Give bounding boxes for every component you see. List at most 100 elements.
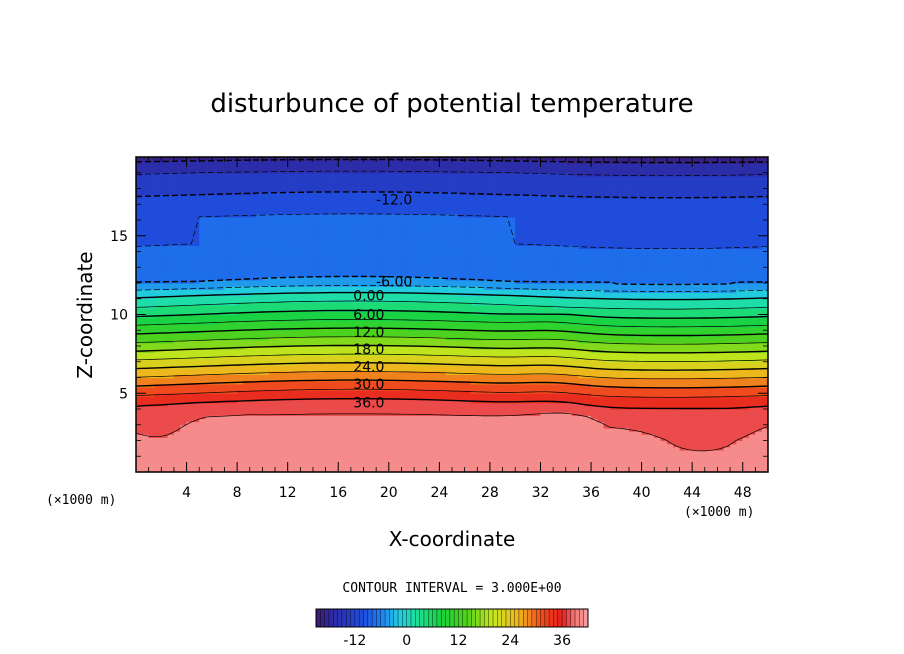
field-cell — [237, 424, 245, 429]
field-cell — [268, 383, 276, 388]
field-cell — [148, 453, 156, 457]
field-cell — [275, 226, 282, 231]
field-cell — [218, 204, 226, 208]
field-cell — [218, 323, 226, 328]
field-cell — [306, 393, 314, 397]
field-cell — [287, 163, 295, 168]
field-cell — [306, 440, 314, 445]
field-cell — [287, 283, 295, 287]
field-cell — [218, 412, 226, 416]
field-cell — [192, 160, 200, 164]
field-cell — [142, 229, 150, 234]
field-cell — [243, 449, 251, 454]
field-cell — [142, 330, 150, 334]
field-cell — [268, 424, 276, 429]
field-cell — [256, 330, 263, 334]
field-cell — [211, 352, 219, 357]
field-cell — [161, 342, 169, 347]
field-cell — [249, 179, 257, 183]
field-cell — [300, 182, 308, 186]
field-cell — [186, 204, 194, 208]
field-cell — [173, 270, 181, 275]
field-cell — [237, 254, 245, 259]
field-cell — [199, 453, 207, 457]
field-cell — [167, 286, 175, 290]
field-cell — [319, 323, 327, 328]
field-cell — [256, 185, 263, 190]
field-cell — [148, 229, 156, 234]
field-cell — [287, 204, 295, 208]
field-cell — [312, 383, 320, 388]
field-cell — [319, 440, 327, 445]
field-cell — [275, 358, 282, 363]
field-cell — [256, 409, 263, 413]
field-cell — [306, 254, 314, 259]
field-cell — [218, 169, 226, 174]
field-cell — [256, 273, 263, 278]
field-cell — [161, 449, 169, 454]
field-cell — [199, 380, 207, 385]
field-cell — [224, 251, 232, 256]
field-cell — [199, 185, 207, 190]
field-cell — [173, 446, 181, 451]
field-cell — [211, 289, 219, 294]
field-cell — [199, 323, 207, 328]
field-cell — [294, 251, 301, 256]
field-cell — [218, 194, 226, 199]
field-cell — [148, 270, 156, 275]
field-cell — [294, 364, 301, 369]
field-cell — [319, 305, 327, 309]
field-cell — [249, 273, 257, 278]
field-cell — [142, 197, 150, 202]
field-cell — [300, 468, 308, 472]
field-cell — [230, 260, 238, 265]
field-cell — [192, 462, 200, 467]
field-cell — [199, 399, 207, 404]
field-cell — [192, 179, 200, 183]
field-cell — [275, 355, 282, 360]
field-cell — [136, 213, 143, 218]
field-cell — [249, 383, 257, 388]
field-cell — [306, 232, 314, 237]
field-cell — [148, 301, 156, 306]
field-cell — [237, 188, 245, 193]
field-cell — [287, 292, 295, 297]
field-cell — [148, 437, 156, 442]
field-cell — [186, 251, 194, 256]
field-cell — [211, 342, 219, 347]
field-cell — [199, 166, 207, 171]
field-cell — [136, 339, 143, 344]
field-cell — [312, 349, 320, 353]
field-cell — [230, 163, 238, 168]
field-cell — [224, 320, 232, 325]
field-cell — [154, 462, 162, 467]
field-cell — [173, 264, 181, 268]
field-cell — [300, 216, 308, 221]
field-cell — [161, 396, 169, 401]
field-cell — [192, 390, 200, 394]
field-cell — [199, 254, 207, 259]
field-cell — [173, 468, 181, 472]
field-cell — [306, 179, 314, 183]
field-cell — [161, 386, 169, 391]
field-cell — [192, 465, 200, 470]
field-cell — [154, 368, 162, 372]
field-cell — [180, 314, 188, 319]
field-cell — [243, 260, 251, 265]
field-cell — [167, 314, 175, 319]
field-cell — [142, 317, 150, 322]
field-cell — [142, 421, 150, 426]
field-cell — [192, 412, 200, 416]
field-cell — [243, 172, 251, 177]
field-cell — [161, 185, 169, 190]
field-cell — [224, 182, 232, 186]
field-cell — [281, 468, 289, 472]
field-cell — [224, 358, 232, 363]
field-cell — [262, 220, 270, 224]
field-cell — [173, 462, 181, 467]
field-cell — [268, 229, 276, 234]
field-cell — [268, 330, 276, 334]
field-cell — [230, 374, 238, 379]
field-cell — [180, 311, 188, 316]
field-cell — [300, 311, 308, 316]
